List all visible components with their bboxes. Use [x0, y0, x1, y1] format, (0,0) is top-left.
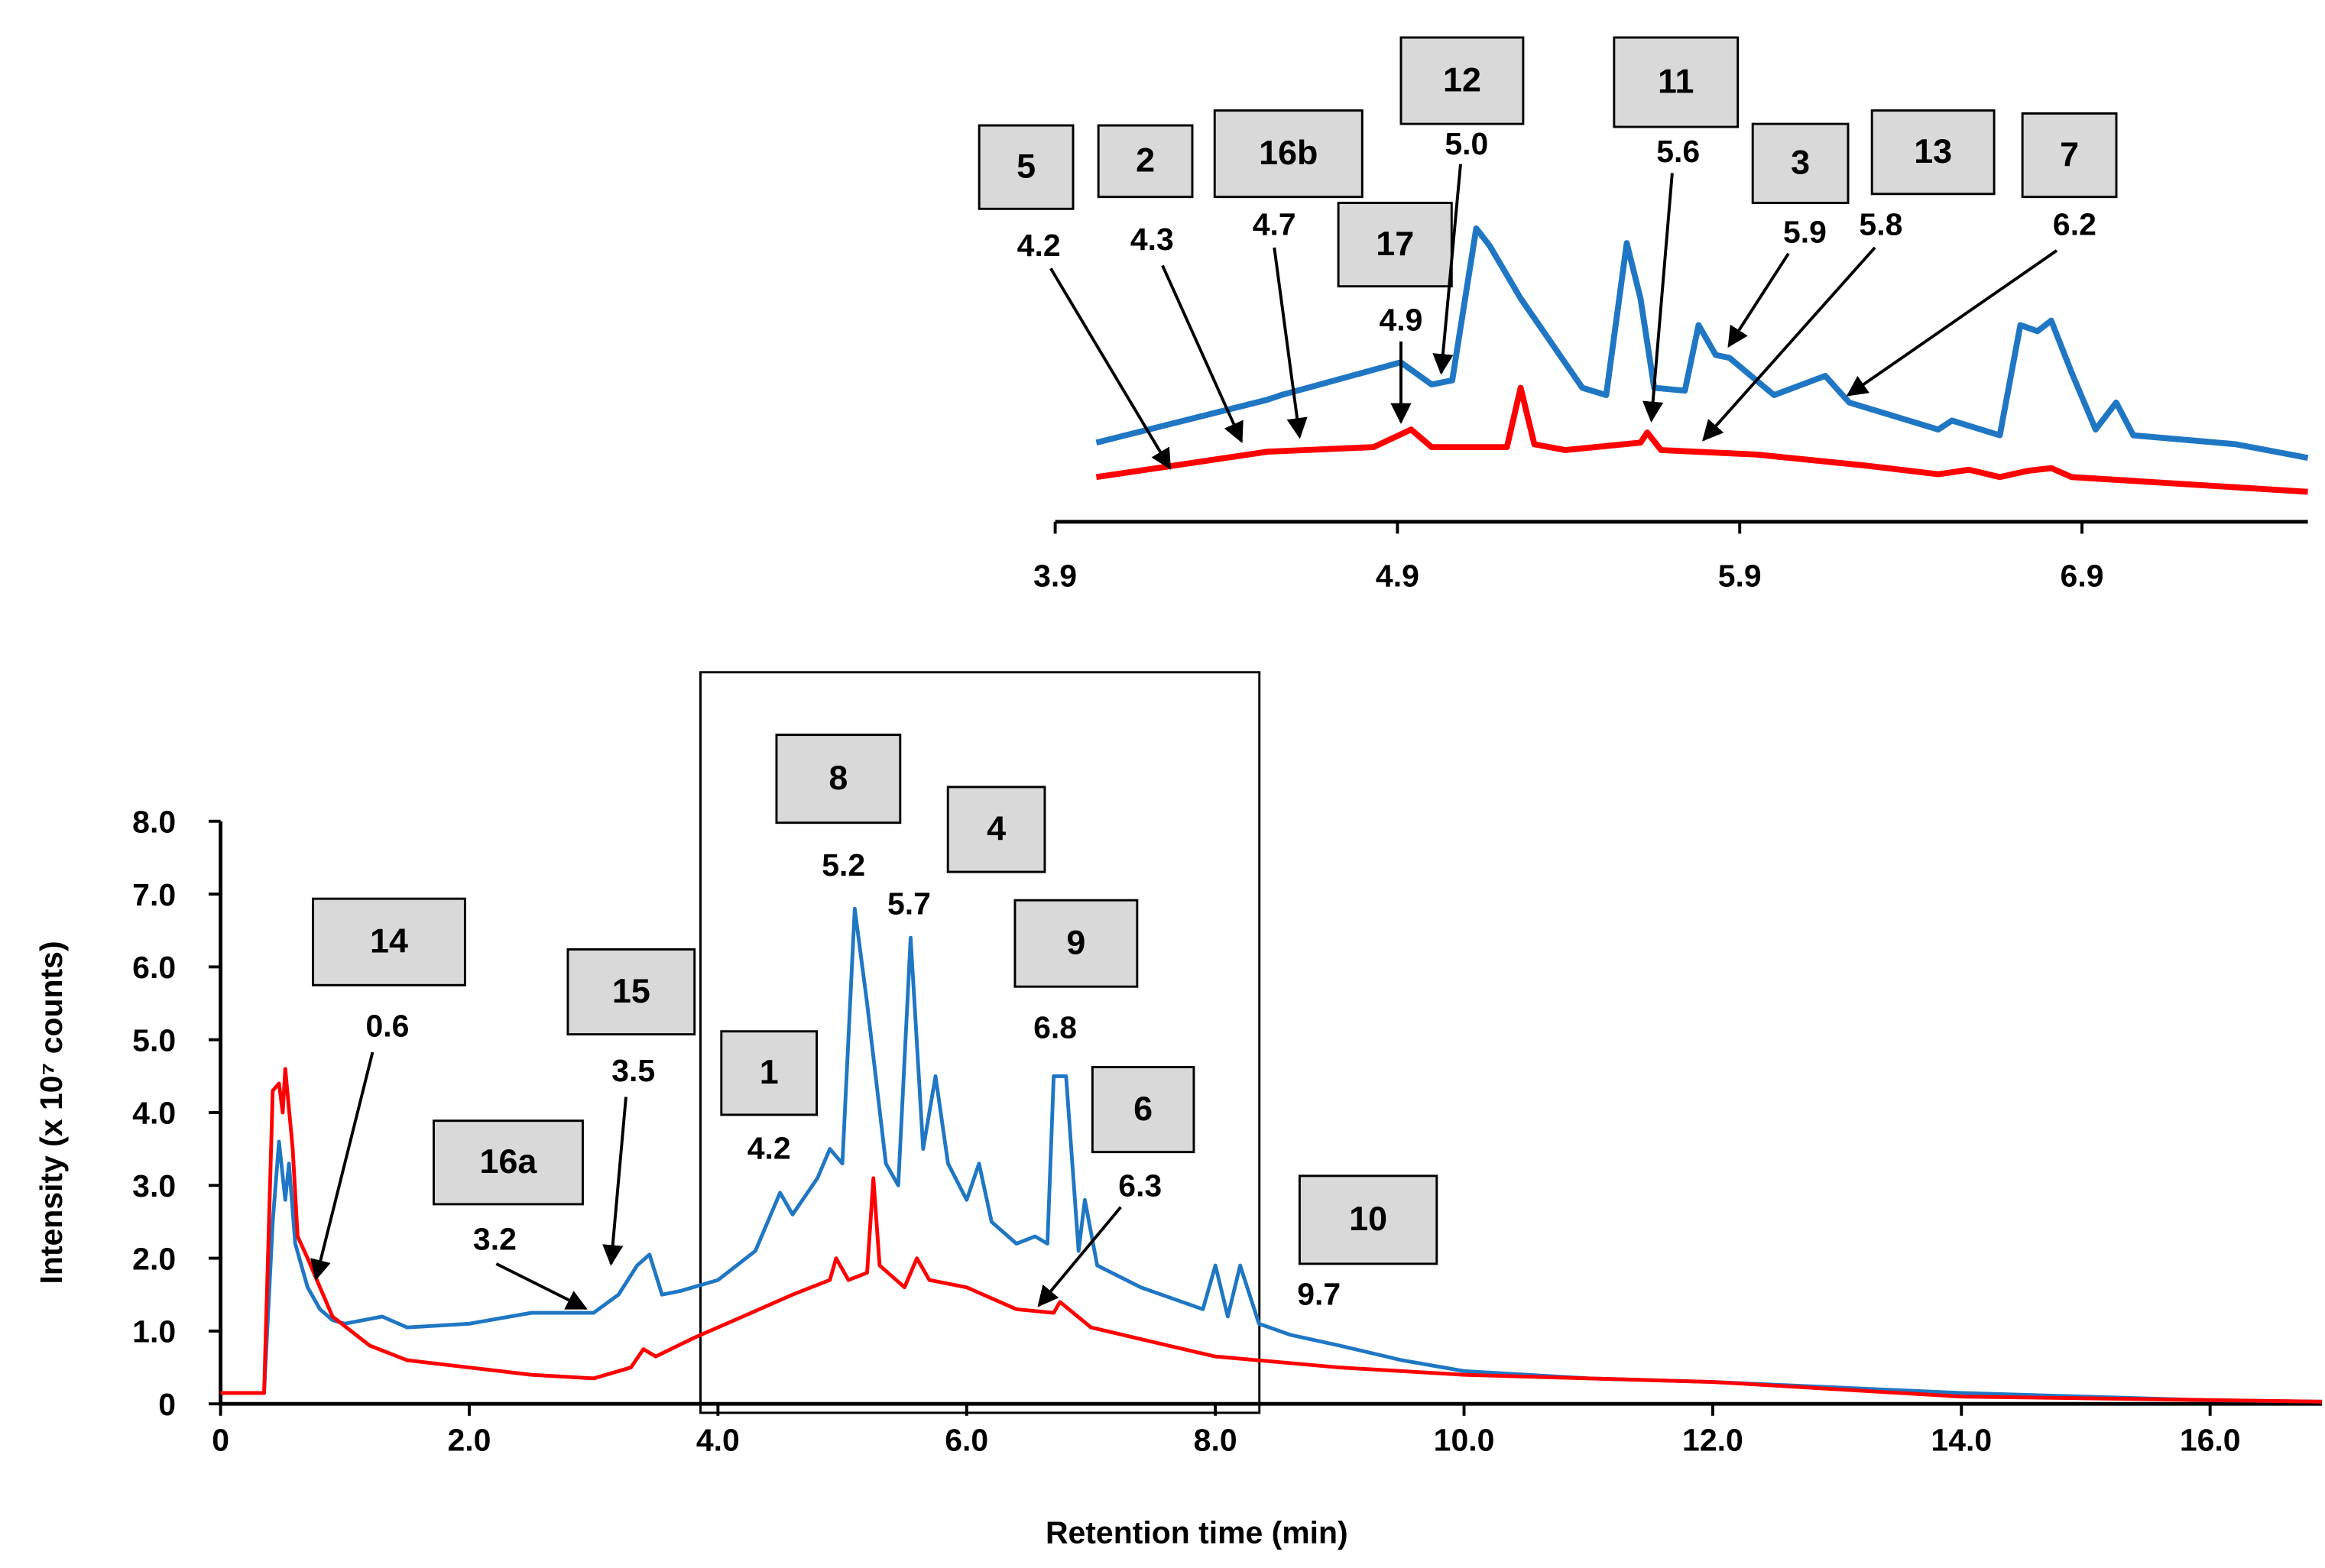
annotation-time: 9.7	[1297, 1277, 1341, 1312]
annotation-time: 5.7	[887, 886, 931, 922]
annotation-time: 5.9	[1783, 214, 1827, 249]
annotation-time: 3.5	[611, 1053, 655, 1088]
x-tick-label: 14.0	[1931, 1423, 1992, 1458]
annotation-box	[432, 1119, 584, 1206]
annotation-label: 4	[987, 808, 1006, 847]
annotation-time: 3.2	[473, 1221, 517, 1256]
annotation-label: 12	[1443, 60, 1481, 99]
annotation-arrow	[1727, 252, 1790, 348]
annotation-box	[1613, 36, 1740, 128]
annotation-label: 6	[1133, 1089, 1153, 1128]
annotation-label: 3	[1791, 143, 1810, 182]
series-line	[220, 906, 2323, 1404]
annotation-time: 5.6	[1656, 134, 1700, 169]
y-tick-label: 1.0	[132, 1314, 176, 1349]
annotation-arrow	[310, 1051, 375, 1281]
annotation-time: 4.2	[1017, 228, 1061, 263]
y-tick-label: 4.0	[132, 1096, 176, 1131]
annotation-box	[1870, 109, 1996, 196]
annotation-time: 4.2	[747, 1131, 791, 1166]
annotation-label: 15	[612, 971, 650, 1010]
x-tick-label: 5.9	[1718, 559, 1762, 594]
annotation-label: 9	[1066, 922, 1085, 961]
annotation-label: 7	[2060, 134, 2079, 173]
y-tick-label: 0	[158, 1387, 176, 1422]
annotation-label: 16a	[480, 1142, 538, 1181]
annotation-box	[775, 734, 902, 824]
annotation-box	[1091, 1066, 1195, 1154]
annotation-arrow	[1037, 1206, 1122, 1307]
x-tick-label: 12.0	[1682, 1423, 1743, 1458]
x-tick-label: 8.0	[1194, 1423, 1237, 1458]
annotation-arrow	[1642, 173, 1674, 423]
annotation-box	[1751, 122, 1850, 204]
y-tick-label: 2.0	[132, 1241, 176, 1276]
annotation-label: 8	[829, 758, 848, 797]
annotation-time: 4.3	[1130, 222, 1174, 257]
annotation-time: 6.8	[1033, 1010, 1077, 1045]
annotation-box	[1213, 109, 1364, 199]
annotation-box	[978, 124, 1075, 210]
series-line	[220, 1067, 2323, 1404]
annotation-box	[1399, 36, 1525, 125]
annotation-arrow	[1702, 246, 1876, 442]
annotation-time: 5.8	[1859, 207, 1902, 242]
annotation-box	[946, 786, 1046, 873]
annotation-box	[1013, 899, 1139, 988]
annotation-arrow	[1846, 249, 2058, 397]
y-axis-label: Intensity (x 10⁷ counts)	[34, 941, 69, 1284]
annotation-time: 4.7	[1253, 207, 1296, 242]
annotation-label: 10	[1349, 1199, 1387, 1238]
x-tick-label: 6.9	[2061, 559, 2104, 594]
annotation-box	[2021, 112, 2118, 199]
series-line	[1095, 384, 2308, 495]
x-tick-label: 10.0	[1434, 1423, 1495, 1458]
x-axis-label: Retention time (min)	[1046, 1515, 1348, 1550]
zoom-frame	[699, 671, 1261, 1414]
x-tick-label: 3.9	[1033, 559, 1077, 594]
annotation-box	[1097, 124, 1194, 199]
annotation-label: 2	[1136, 141, 1155, 180]
x-tick-label: 2.0	[448, 1423, 491, 1458]
annotation-time: 6.2	[2053, 207, 2096, 242]
annotation-label: 1	[760, 1052, 779, 1091]
annotation-label: 14	[370, 921, 408, 960]
y-tick-label: 5.0	[132, 1022, 176, 1058]
y-tick-label: 3.0	[132, 1168, 176, 1204]
annotation-arrow	[1049, 267, 1172, 470]
x-tick-label: 0	[212, 1423, 229, 1458]
x-tick-label: 4.9	[1376, 559, 1419, 594]
annotation-box	[566, 948, 696, 1036]
annotation-arrow	[1273, 247, 1308, 439]
y-tick-label: 8.0	[132, 804, 176, 839]
annotation-box	[1337, 202, 1453, 288]
annotation-box	[1298, 1174, 1438, 1265]
annotation-time: 6.3	[1118, 1168, 1162, 1203]
annotation-arrow	[1161, 264, 1244, 443]
annotation-label: 11	[1658, 61, 1694, 100]
annotation-time: 0.6	[366, 1009, 410, 1044]
x-tick-label: 4.0	[696, 1423, 740, 1458]
y-tick-label: 6.0	[132, 950, 176, 985]
y-tick-label: 7.0	[132, 877, 176, 912]
annotation-arrow	[602, 1097, 627, 1266]
annotation-time: 4.9	[1380, 302, 1423, 337]
annotation-label: 5	[1017, 146, 1036, 185]
x-tick-label: 6.0	[945, 1423, 988, 1458]
annotation-label: 16b	[1259, 133, 1318, 172]
annotation-arrow	[1432, 164, 1462, 375]
annotation-label: 13	[1914, 131, 1952, 170]
annotation-time: 5.2	[822, 847, 865, 883]
annotation-label: 17	[1376, 224, 1414, 263]
series-line	[1095, 225, 2309, 461]
annotation-arrow	[495, 1262, 588, 1310]
x-tick-label: 16.0	[2180, 1423, 2241, 1458]
annotation-box	[720, 1030, 819, 1116]
annotation-box	[312, 897, 466, 986]
annotation-time: 5.0	[1445, 126, 1488, 161]
